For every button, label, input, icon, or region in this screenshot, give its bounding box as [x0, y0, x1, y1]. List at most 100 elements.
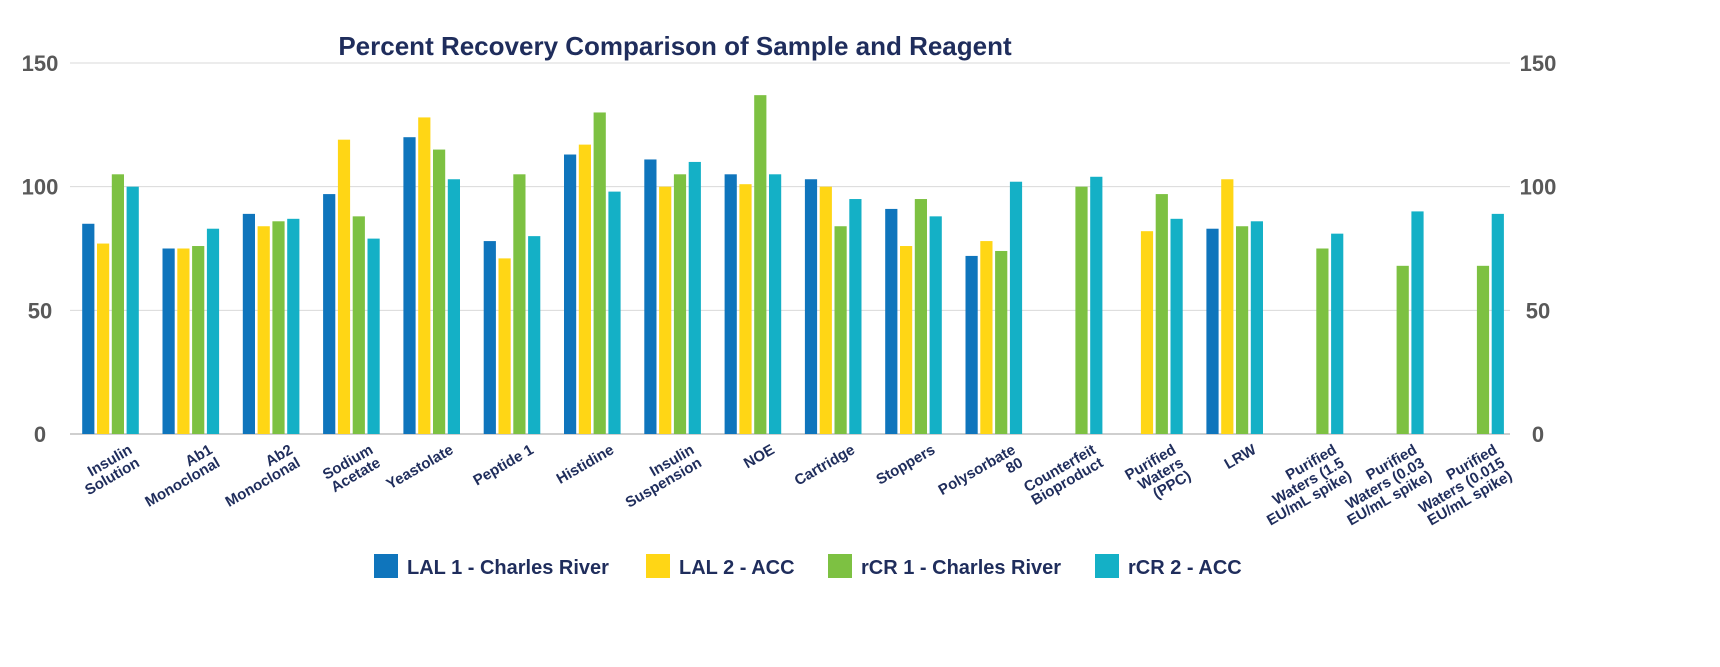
- x-tick-label-line: Peptide 1: [470, 441, 536, 489]
- x-tick-label: Cartridge: [792, 441, 858, 489]
- legend-label: LAL 2 - ACC: [679, 557, 795, 579]
- bar-lal-1-charles-river: [644, 159, 657, 434]
- bar-lal-2-acc: [980, 241, 993, 434]
- x-tick-label-line: Yeastolate: [384, 441, 457, 493]
- bar-rcr-1-charles-river: [272, 221, 285, 434]
- bar-rcr-1-charles-river: [1316, 248, 1329, 434]
- bar-lal-1-charles-river: [82, 223, 95, 434]
- bar-lal-2-acc: [1221, 179, 1234, 434]
- bar-rcr-2-acc: [1491, 213, 1504, 434]
- x-tick-label-line: Monoclonal: [223, 454, 304, 510]
- y-tick-label-left: 100: [22, 175, 59, 200]
- bar-rcr-1-charles-river: [1155, 194, 1168, 434]
- bar-rcr-1-charles-river: [111, 174, 124, 435]
- bar-rcr-2-acc: [688, 161, 701, 434]
- legend-label: rCR 1 - Charles River: [861, 557, 1061, 579]
- y-tick-label-left: 50: [28, 298, 52, 323]
- y-tick-label-right: 150: [1520, 51, 1557, 76]
- bar-rcr-2-acc: [849, 199, 862, 434]
- bar-rcr-1-charles-river: [673, 174, 687, 435]
- bar-lal-1-charles-river: [885, 208, 898, 434]
- bar-rcr-2-acc: [1009, 181, 1023, 434]
- bars: [82, 95, 1504, 435]
- x-tick-label-line: NOE: [741, 441, 778, 472]
- bar-rcr-1-charles-river: [192, 246, 205, 434]
- x-tick-label-line: Stoppers: [873, 441, 938, 488]
- bar-rcr-2-acc: [929, 216, 942, 434]
- bar-lal-1-charles-river: [483, 241, 496, 434]
- x-tick-label: Peptide 1: [470, 441, 536, 489]
- bar-rcr-2-acc: [287, 218, 300, 434]
- x-tick-label: Yeastolate: [384, 441, 457, 493]
- x-tick-label: LRW: [1221, 441, 1260, 473]
- bar-rcr-1-charles-river: [1396, 265, 1409, 434]
- y-tick-label-right: 0: [1532, 422, 1544, 447]
- bar-rcr-1-charles-river: [1236, 226, 1249, 434]
- bar-lal-2-acc: [578, 144, 591, 434]
- chart-title: Percent Recovery Comparison of Sample an…: [338, 31, 1012, 61]
- bar-rcr-2-acc: [1090, 176, 1103, 435]
- bar-rcr-2-acc: [1170, 218, 1183, 434]
- bar-lal-1-charles-river: [1206, 228, 1219, 434]
- bar-rcr-2-acc: [206, 228, 220, 434]
- bar-rcr-1-charles-river: [754, 95, 767, 435]
- legend-label: LAL 1 - Charles River: [407, 557, 609, 579]
- x-tick-label-line: Polysorbate: [936, 441, 1019, 499]
- legend-swatch: [828, 554, 852, 578]
- x-tick-label-line: LRW: [1221, 441, 1260, 473]
- bar-rcr-1-charles-river: [593, 112, 606, 434]
- y-tick-label-left: 150: [22, 51, 59, 76]
- bar-rcr-2-acc: [1331, 233, 1344, 434]
- bar-lal-1-charles-river: [162, 248, 175, 434]
- bar-lal-2-acc: [659, 186, 672, 434]
- bar-rcr-2-acc: [1411, 211, 1424, 434]
- bar-lal-1-charles-river: [724, 174, 737, 435]
- x-tick-label-line: Monoclonal: [142, 454, 223, 510]
- y-tick-label-right: 100: [1520, 175, 1557, 200]
- bar-rcr-1-charles-river: [914, 199, 927, 434]
- bar-lal-2-acc: [97, 243, 110, 434]
- bar-rcr-2-acc: [528, 236, 541, 434]
- grid: [70, 62, 1510, 435]
- bar-lal-2-acc: [177, 248, 190, 434]
- bar-rcr-1-charles-river: [352, 216, 365, 434]
- x-tick-label: NOE: [741, 441, 778, 472]
- bar-rcr-2-acc: [769, 174, 782, 435]
- y-tick-label-left: 0: [34, 422, 46, 447]
- bar-lal-1-charles-river: [403, 137, 416, 434]
- bar-lal-1-charles-river: [564, 154, 577, 434]
- bar-rcr-1-charles-river: [513, 174, 526, 435]
- bar-lal-2-acc: [498, 258, 511, 434]
- bar-rcr-1-charles-river: [1476, 265, 1490, 434]
- bar-lal-2-acc: [900, 246, 913, 434]
- bar-lal-1-charles-river: [323, 194, 336, 434]
- bar-lal-1-charles-river: [965, 255, 978, 434]
- bar-lal-1-charles-river: [804, 179, 818, 434]
- bar-rcr-2-acc: [367, 238, 380, 434]
- y-tick-label-right: 50: [1526, 298, 1550, 323]
- bar-lal-2-acc: [819, 186, 832, 434]
- bar-rcr-2-acc: [608, 191, 621, 434]
- x-tick-label: Stoppers: [873, 441, 938, 488]
- bar-lal-2-acc: [418, 117, 431, 434]
- legend-swatch: [646, 554, 670, 578]
- bar-rcr-2-acc: [447, 179, 460, 434]
- bar-rcr-2-acc: [1250, 221, 1263, 434]
- x-tick-label-line: 80: [1003, 454, 1026, 477]
- bar-lal-2-acc: [337, 139, 351, 434]
- bar-rcr-1-charles-river: [834, 226, 847, 434]
- bar-lal-1-charles-river: [242, 213, 255, 434]
- legend-label: rCR 2 - ACC: [1128, 557, 1242, 579]
- bar-rcr-1-charles-river: [433, 149, 446, 435]
- bar-lal-2-acc: [257, 226, 270, 434]
